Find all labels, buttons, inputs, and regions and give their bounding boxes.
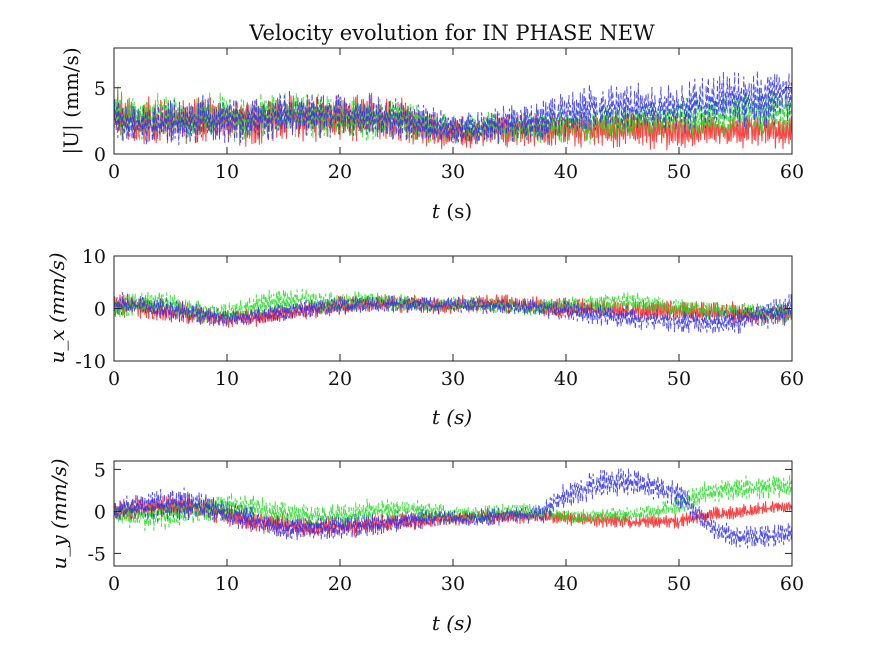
series-line-2 [114,86,792,145]
x-tick-label: 10 [215,368,239,390]
x-tick-label: 10 [215,161,239,183]
y-tick-label: 0 [94,144,106,166]
x-tick-label: 20 [328,573,352,595]
y-tick-label: 5 [94,78,106,100]
tick-marks: 0 10 20 30 40 50 60 0 5 [94,48,804,183]
y-axis-label: u_x (mm/s) [45,252,69,363]
x-tick-label: 0 [108,368,120,390]
x-axis-label: t (s) [432,611,472,635]
x-tick-label: 60 [780,573,804,595]
x-axis-label: t (s) [432,405,472,429]
x-axis-label: t (s) [432,199,472,223]
y-axis-label: u_y (mm/s) [47,458,71,569]
x-tick-label: 50 [667,368,691,390]
subplot-uy: 0 10 20 30 40 50 60-505 t (s) u_y (mm/s) [47,458,804,635]
x-tick-label: 10 [215,573,239,595]
series-line-3 [114,468,792,549]
x-tick-label: 30 [441,368,465,390]
x-tick-label: 40 [554,573,578,595]
x-tick-label: 40 [554,368,578,390]
plot-area [114,288,792,335]
y-tick-label: -5 [87,543,106,565]
y-tick-label: -10 [75,351,106,373]
x-tick-label: 0 [108,573,120,595]
plot-area [114,70,792,151]
x-tick-label: 30 [441,573,465,595]
figure-title: Velocity evolution for IN PHASE NEW [248,21,655,45]
x-tick-label: 40 [554,161,578,183]
x-tick-label: 60 [780,161,804,183]
series-line-2 [114,288,792,325]
x-tick-label: 60 [780,368,804,390]
y-tick-label: 0 [94,299,106,321]
tick-marks: 0 10 20 30 40 50 60-505 [87,459,804,595]
y-tick-label: 10 [82,246,106,268]
x-tick-label: 20 [328,161,352,183]
x-tick-label: 50 [667,161,691,183]
x-tick-label: 0 [108,161,120,183]
plot-area [114,468,792,549]
y-tick-label: 5 [94,459,106,481]
series-line-3 [114,70,792,146]
y-axis-label: |U| (mm/s) [59,47,84,154]
x-tick-label: 50 [667,573,691,595]
x-tick-label: 30 [441,161,465,183]
x-tick-label: 20 [328,368,352,390]
series-line-1 [114,494,792,538]
series-line-3 [114,291,792,335]
y-tick-label: 0 [94,501,106,523]
subplot-velocity-magnitude: 0 10 20 30 40 50 60 0 5 t (s) |U| (mm/s) [59,47,804,223]
